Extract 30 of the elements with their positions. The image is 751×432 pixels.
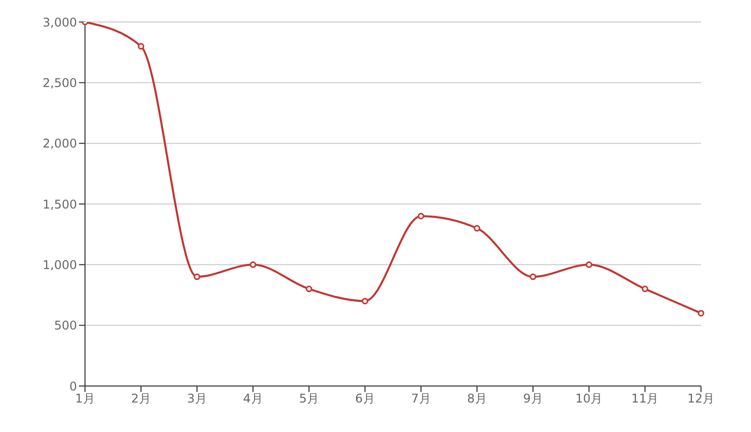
x-tick-label: 9月 — [523, 392, 543, 406]
x-tick-label: 3月 — [187, 392, 207, 406]
point — [642, 286, 648, 292]
x-tick-label: 8月 — [467, 392, 487, 406]
y-tick-label: 1,500 — [42, 197, 77, 212]
point — [250, 261, 256, 268]
point — [474, 225, 480, 232]
point — [586, 261, 592, 268]
point — [530, 274, 536, 280]
x-tick-label: 2月 — [131, 392, 151, 406]
y-tick-label: 0 — [69, 379, 77, 394]
y-tick-label: 2,500 — [42, 76, 77, 90]
y-tick-label: 3,000 — [42, 15, 77, 30]
x-tick-label: 6月 — [355, 392, 375, 406]
point — [306, 286, 312, 292]
y-tick-label: 2,000 — [42, 136, 77, 151]
point — [418, 212, 424, 220]
x-tick-label: 10月 — [575, 392, 603, 406]
x-tick-label: 4月 — [243, 392, 263, 406]
point — [698, 310, 704, 316]
point — [138, 43, 144, 50]
x-tick-label: 7月 — [411, 392, 431, 406]
y-tick-label: 500 — [54, 318, 77, 333]
x-tick-label: 11月 — [631, 392, 659, 406]
point — [194, 274, 200, 280]
y-tick-label: 1,000 — [42, 258, 77, 272]
x-tick-label: 1月 — [75, 392, 95, 406]
point — [362, 298, 368, 304]
x-tick-label: 12月 — [687, 392, 715, 406]
x-tick-label: 5月 — [299, 392, 319, 406]
